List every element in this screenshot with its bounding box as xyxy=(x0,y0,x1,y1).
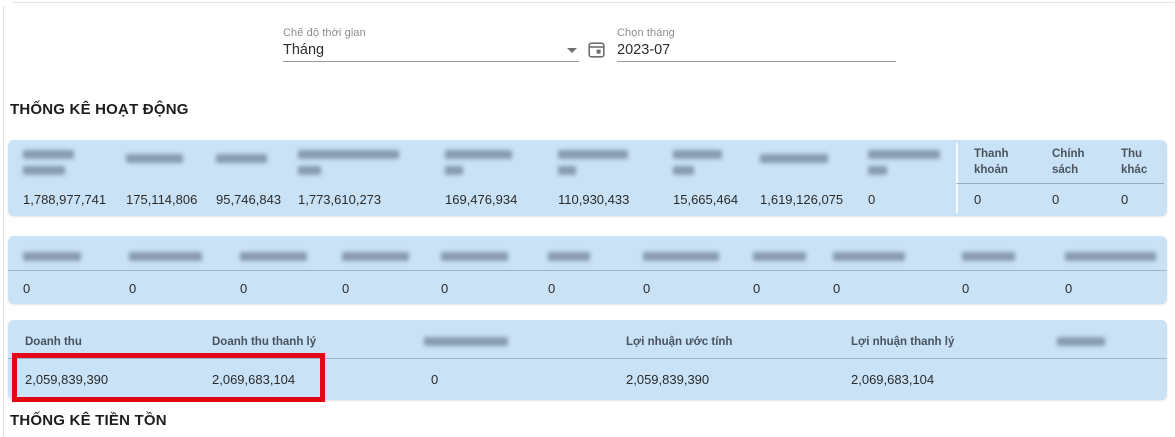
month-underline xyxy=(617,61,896,62)
table-cell: 110,930,433 xyxy=(558,192,630,207)
table-cell: 0 xyxy=(441,281,449,296)
month-label: Chọn tháng xyxy=(617,27,675,39)
time-mode-underline xyxy=(283,61,579,62)
column-header-estimated-profit: Lợi nhuận ước tính xyxy=(626,336,733,348)
redacted-header-blob xyxy=(441,252,508,261)
row-divider xyxy=(8,270,1167,271)
redacted-header-blob xyxy=(342,252,409,261)
redacted-header-blob xyxy=(558,150,628,159)
redacted-header-blob xyxy=(129,252,202,261)
table-cell-revenue: 2,059,839,390 xyxy=(25,372,109,387)
redacted-header-blob xyxy=(240,252,307,261)
column-header-liquidation-revenue: Doanh thu thanh lý xyxy=(212,336,317,348)
redacted-header-blob xyxy=(868,150,940,159)
activity-detail-table: 0 0 0 0 0 0 0 0 0 0 0 xyxy=(8,236,1167,304)
highlight-rectangle xyxy=(12,353,325,402)
redacted-header-blob xyxy=(1065,252,1156,261)
table-cell: 0 xyxy=(23,281,31,296)
table-cell: 0 xyxy=(643,281,651,296)
table-cell: 1,773,610,273 xyxy=(298,192,382,207)
revenue-table: Doanh thu Doanh thu thanh lý Lợi nhuận ư… xyxy=(8,320,1167,400)
redacted-header-blob xyxy=(548,252,590,261)
activity-summary-table: Thanh khoản Chính sách Thu khác 1,788,97… xyxy=(8,140,1167,216)
table-cell-other-income: 0 xyxy=(1121,192,1129,207)
column-header-liquidity: Thanh khoản xyxy=(974,148,1009,176)
table-cell: 0 xyxy=(240,281,248,296)
redacted-header-blob xyxy=(445,166,463,175)
redacted-header-blob xyxy=(833,252,905,261)
chevron-down-icon[interactable] xyxy=(567,48,577,53)
redacted-header-blob xyxy=(298,150,399,159)
table-cell: 1,788,977,741 xyxy=(23,192,107,207)
table-cell: 1,619,126,075 xyxy=(760,192,844,207)
time-mode-label: Chế độ thời gian xyxy=(283,27,366,39)
table-cell-liquidity: 0 xyxy=(974,192,982,207)
top-divider xyxy=(13,2,1175,3)
table-cell: 0 xyxy=(868,192,876,207)
redacted-header-blob xyxy=(962,252,1015,261)
activity-section-title: THỐNG KÊ HOẠT ĐỘNG xyxy=(10,101,189,118)
table-cell: 95,746,843 xyxy=(216,192,282,207)
redacted-header-blob xyxy=(753,252,806,261)
table-cell: 0 xyxy=(833,281,841,296)
table-cell: 175,114,806 xyxy=(126,192,198,207)
table-cell: 169,476,934 xyxy=(445,192,518,207)
redacted-header-blob xyxy=(868,166,887,175)
redacted-header-blob xyxy=(673,166,694,175)
redacted-header-blob xyxy=(23,150,74,159)
column-header-liquidation-profit: Lợi nhuận thanh lý xyxy=(851,336,955,348)
time-mode-select[interactable]: Tháng xyxy=(283,42,325,58)
redacted-header-blob xyxy=(643,252,719,261)
table-cell: 0 xyxy=(431,372,439,387)
month-input[interactable]: 2023-07 xyxy=(617,42,671,58)
column-group-separator xyxy=(956,143,958,213)
calendar-icon[interactable] xyxy=(588,41,605,58)
table-cell-policy: 0 xyxy=(1052,192,1060,207)
column-group-header-rule xyxy=(956,183,1164,184)
column-header-other-income: Thu khác xyxy=(1121,148,1148,176)
redacted-header-blob xyxy=(673,150,722,159)
redacted-header-blob xyxy=(23,252,81,261)
column-header-revenue: Doanh thu xyxy=(25,336,82,348)
table-cell: 0 xyxy=(962,281,970,296)
balance-section-title: THỐNG KÊ TIỀN TỒN xyxy=(10,412,167,429)
redacted-header-blob xyxy=(126,154,183,163)
table-cell-liquidation-revenue: 2,069,683,104 xyxy=(212,372,296,387)
table-cell: 0 xyxy=(753,281,761,296)
row-divider xyxy=(8,358,1167,359)
redacted-header-blob xyxy=(23,166,65,175)
redacted-header-blob xyxy=(558,166,576,175)
column-header-policy: Chính sách xyxy=(1052,148,1085,176)
redacted-header-blob xyxy=(298,166,321,175)
redacted-header-blob xyxy=(445,150,512,159)
table-cell-estimated-profit: 2,059,839,390 xyxy=(626,372,710,387)
redacted-header-blob xyxy=(760,154,828,163)
table-cell-liquidation-profit: 2,069,683,104 xyxy=(851,372,935,387)
redacted-header-blob xyxy=(424,337,508,346)
left-divider xyxy=(3,6,4,437)
table-cell: 0 xyxy=(548,281,556,296)
table-cell: 0 xyxy=(1065,281,1073,296)
table-cell: 15,665,464 xyxy=(673,192,739,207)
table-cell: 0 xyxy=(129,281,137,296)
redacted-header-blob xyxy=(216,154,267,163)
table-cell: 0 xyxy=(342,281,350,296)
redacted-header-blob xyxy=(1057,337,1105,346)
